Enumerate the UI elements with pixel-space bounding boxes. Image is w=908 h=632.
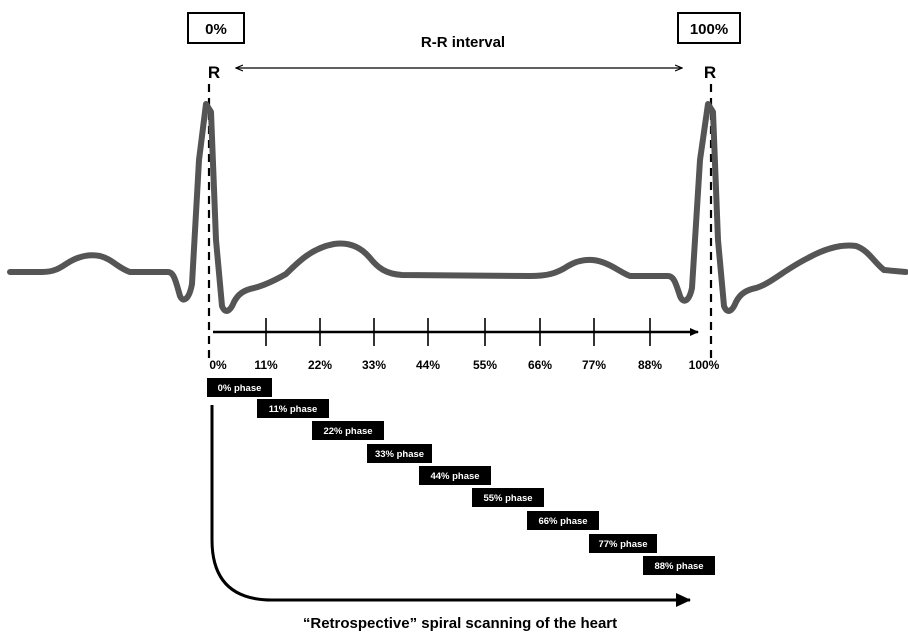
axis-ticks <box>265 318 651 346</box>
phase-box-label: 66% phase <box>538 516 587 527</box>
phase-box-label: 33% phase <box>375 449 424 460</box>
diagram-caption: “Retrospective” spiral scanning of the h… <box>303 615 617 632</box>
axis-tick-label: 11% <box>254 358 278 372</box>
phase-box-bg <box>419 466 491 485</box>
end-percent-label: 100% <box>690 21 728 38</box>
axis-tick-label: 55% <box>473 358 497 372</box>
ecg-trace <box>7 101 908 314</box>
axis-tick-label: 66% <box>528 358 552 372</box>
axis-tick-label: 44% <box>416 358 440 372</box>
phase-box: 33% phase <box>367 444 432 463</box>
phase-box: 77% phase <box>589 534 657 553</box>
retrospective-scan-arrow <box>210 405 691 607</box>
phase-box-label: 22% phase <box>323 426 372 437</box>
phase-box-bg <box>367 444 432 463</box>
phase-box-bg <box>527 511 599 530</box>
phase-box: 55% phase <box>472 488 544 507</box>
phase-box: 88% phase <box>643 556 715 575</box>
r-wave-label-end: R <box>704 63 716 82</box>
rr-interval-label: R-R interval <box>421 34 505 51</box>
end-percent-box: 100% <box>677 12 741 44</box>
axis-tick-label: 77% <box>582 358 606 372</box>
phase-box: 44% phase <box>419 466 491 485</box>
phase-box-bg <box>472 488 544 507</box>
phase-box: 22% phase <box>312 421 384 440</box>
axis-tick-label: 33% <box>362 358 386 372</box>
phase-box-bg <box>589 534 657 553</box>
phase-box-bg <box>643 556 715 575</box>
phase-box-label: 11% phase <box>269 404 318 415</box>
phase-box: 11% phase <box>257 399 329 418</box>
axis-labels: 0% 11% 22% 33% 44% 55% 66% 77% 88% 100% <box>209 358 719 372</box>
phase-box-bg <box>207 378 272 397</box>
axis-tick-label: 100% <box>689 358 720 372</box>
phase-box-label: 88% phase <box>654 561 703 572</box>
phase-boxes: 0% phase 11% phase 22% phase 33% phase 44% p… <box>207 378 715 575</box>
r-wave-label-start: R <box>208 63 220 82</box>
axis-tick-label: 88% <box>638 358 662 372</box>
phase-box-label: 0% phase <box>218 383 262 394</box>
phase-box-bg <box>312 421 384 440</box>
phase-box-label: 55% phase <box>483 493 532 504</box>
phase-box: 0% phase <box>207 378 272 397</box>
phase-box-label: 77% phase <box>598 539 647 550</box>
axis-tick-label: 0% <box>209 358 227 372</box>
phase-box-label: 44% phase <box>430 471 479 482</box>
start-percent-label: 0% <box>205 21 227 38</box>
phase-time-axis: 0% 11% 22% 33% 44% 55% 66% 77% 88% 100% <box>209 318 720 372</box>
phase-box-bg <box>257 399 329 418</box>
start-percent-box: 0% <box>187 12 245 44</box>
phase-box: 66% phase <box>527 511 599 530</box>
axis-tick-label: 22% <box>308 358 332 372</box>
